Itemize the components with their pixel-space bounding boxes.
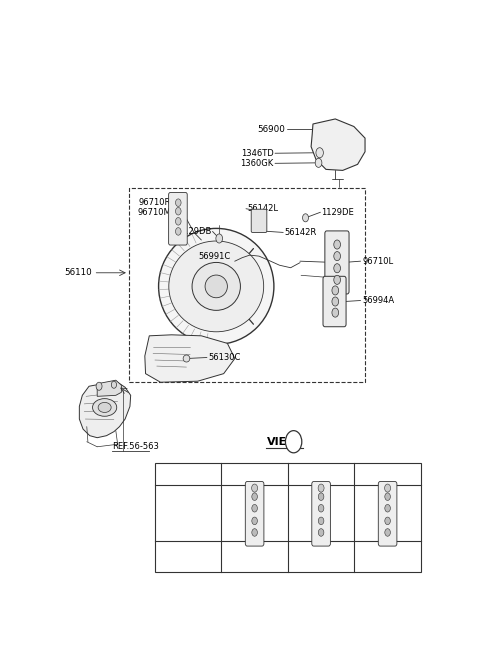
Circle shape xyxy=(96,383,102,390)
Text: 56110: 56110 xyxy=(64,269,92,277)
Text: 96700-0W100
96700-0W101: 96700-0W100 96700-0W101 xyxy=(360,547,415,567)
Ellipse shape xyxy=(192,263,240,310)
Circle shape xyxy=(286,430,302,453)
Polygon shape xyxy=(79,381,131,438)
Ellipse shape xyxy=(205,275,228,298)
Text: 56991C: 56991C xyxy=(199,252,231,261)
Circle shape xyxy=(385,517,390,525)
FancyBboxPatch shape xyxy=(251,209,267,233)
Circle shape xyxy=(318,504,324,512)
Circle shape xyxy=(332,286,338,295)
Text: 96700-2B200: 96700-2B200 xyxy=(295,552,347,561)
Text: 1129DB: 1129DB xyxy=(179,227,212,236)
Circle shape xyxy=(111,381,117,388)
Circle shape xyxy=(332,308,338,317)
Circle shape xyxy=(176,208,181,215)
FancyBboxPatch shape xyxy=(312,481,330,546)
Circle shape xyxy=(334,240,340,249)
Circle shape xyxy=(318,529,324,536)
Circle shape xyxy=(252,493,257,500)
Circle shape xyxy=(385,529,390,536)
Text: 96700-0W000
96700-0W001: 96700-0W000 96700-0W001 xyxy=(228,547,282,567)
Polygon shape xyxy=(311,119,365,170)
Circle shape xyxy=(315,159,322,168)
Circle shape xyxy=(176,228,181,235)
Text: 56994A: 56994A xyxy=(362,296,394,305)
FancyBboxPatch shape xyxy=(325,231,349,294)
Circle shape xyxy=(385,493,390,500)
Circle shape xyxy=(302,214,309,222)
Text: 1346TD: 1346TD xyxy=(241,149,274,158)
Text: 1129DE: 1129DE xyxy=(322,208,354,217)
Circle shape xyxy=(332,297,338,306)
Circle shape xyxy=(252,517,257,525)
Text: 96710M: 96710M xyxy=(370,470,405,479)
Ellipse shape xyxy=(183,355,190,362)
Text: 96710R
96710M: 96710R 96710M xyxy=(137,198,171,217)
Text: 96710L: 96710L xyxy=(239,470,271,479)
Text: 56900: 56900 xyxy=(257,124,285,134)
Text: 56142L: 56142L xyxy=(247,204,278,214)
Ellipse shape xyxy=(158,229,274,345)
Text: ILLUST: ILLUST xyxy=(174,509,203,518)
Circle shape xyxy=(316,147,324,158)
Ellipse shape xyxy=(93,399,117,417)
Circle shape xyxy=(385,504,390,512)
Circle shape xyxy=(334,264,340,272)
Polygon shape xyxy=(145,335,235,383)
Circle shape xyxy=(334,252,340,261)
Ellipse shape xyxy=(169,241,264,332)
Polygon shape xyxy=(97,380,121,396)
Text: VIEW: VIEW xyxy=(266,437,299,447)
Text: 1360GK: 1360GK xyxy=(240,159,274,168)
Circle shape xyxy=(216,234,223,243)
Text: KEY NO.: KEY NO. xyxy=(168,470,208,479)
Circle shape xyxy=(176,199,181,206)
Circle shape xyxy=(318,493,324,500)
Text: 96710R: 96710R xyxy=(304,470,338,479)
Circle shape xyxy=(318,484,324,492)
Text: 56142R: 56142R xyxy=(284,228,317,237)
Text: P/NO: P/NO xyxy=(178,552,199,561)
FancyBboxPatch shape xyxy=(323,276,346,327)
FancyBboxPatch shape xyxy=(378,481,397,546)
Text: 56130C: 56130C xyxy=(208,353,240,362)
Text: A: A xyxy=(290,437,298,447)
Circle shape xyxy=(318,517,324,525)
FancyBboxPatch shape xyxy=(245,481,264,546)
Text: REF.56-563: REF.56-563 xyxy=(112,442,159,451)
Bar xyxy=(155,464,421,572)
Ellipse shape xyxy=(98,402,111,413)
Circle shape xyxy=(252,484,258,492)
Circle shape xyxy=(334,275,340,284)
Bar xyxy=(129,188,365,383)
Circle shape xyxy=(252,504,257,512)
Text: 96710L: 96710L xyxy=(362,257,393,266)
Circle shape xyxy=(252,529,257,536)
Circle shape xyxy=(176,217,181,225)
Circle shape xyxy=(384,484,391,492)
FancyBboxPatch shape xyxy=(168,193,187,245)
